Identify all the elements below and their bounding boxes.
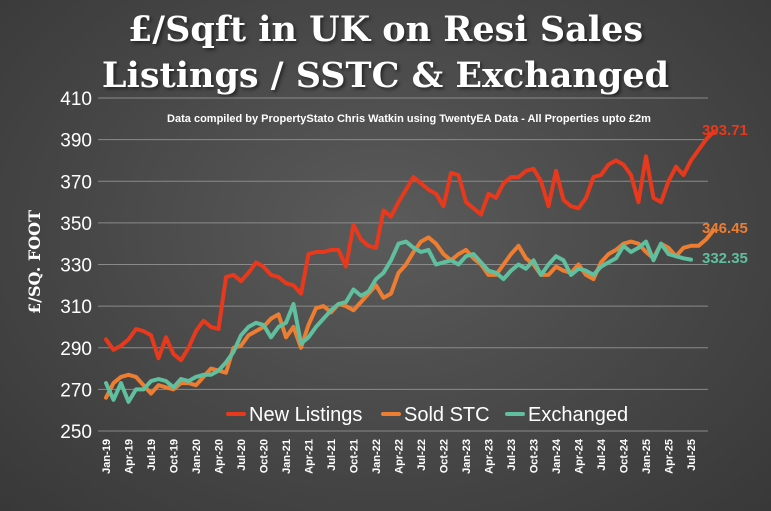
x-tick-label: Jul-19: [146, 439, 158, 471]
x-tick-label: Apr-19: [124, 439, 136, 474]
chart-title-line-1: £/Sqft in UK on Resi Sales: [127, 9, 644, 50]
legend-label: Exchanged: [528, 404, 628, 426]
y-tick-label: 330: [60, 256, 92, 277]
series-line-sold-stc: [104, 228, 716, 400]
y-tick-label: 370: [60, 172, 92, 193]
legend: New Listings Sold STC Exchanged: [226, 404, 628, 426]
x-tick-label: Jan-24: [551, 438, 563, 474]
x-tick-label: Oct-21: [349, 439, 361, 473]
x-tick-label: Oct-19: [169, 439, 181, 473]
x-tick-label: Jan-19: [101, 439, 113, 474]
x-tick-label: Apr-25: [664, 439, 676, 474]
x-tick-label: Oct-22: [439, 439, 451, 473]
x-tick-label: Jul-20: [236, 439, 248, 471]
x-tick-label: Jul-22: [416, 439, 428, 471]
legend-label: New Listings: [249, 404, 362, 426]
y-axis-label: £/SQ. FOOT: [25, 210, 44, 314]
x-tick-label: Jan-22: [371, 439, 383, 474]
series-line-exchanged: [104, 239, 693, 404]
x-tick-label: Apr-23: [484, 439, 496, 474]
series-end-label: 393.71: [702, 122, 748, 139]
legend-label: Sold STC: [404, 404, 490, 426]
y-tick-label: 290: [60, 339, 92, 360]
x-tick-label: Jul-23: [506, 439, 518, 471]
x-tick-label: Oct-20: [259, 439, 271, 473]
x-tick-label: Apr-24: [574, 438, 586, 474]
chart-subtitle: Data compiled by PropertyStato Chris Wat…: [167, 113, 651, 125]
y-tick-label: 390: [60, 131, 92, 152]
x-tick-label: Apr-22: [394, 439, 406, 474]
y-axis-ticks: 250 270 290 310 330 350 370 390 410: [60, 89, 92, 443]
x-tick-label: Apr-20: [214, 439, 226, 474]
y-tick-label: 310: [60, 297, 92, 318]
series-end-labels: 393.71 346.45 332.35: [702, 122, 748, 267]
x-tick-label: Oct-24: [619, 438, 631, 473]
series-line-new-listings: [104, 129, 716, 363]
series-end-label: 332.35: [702, 250, 748, 267]
x-tick-label: Jan-25: [641, 439, 653, 474]
x-tick-label: Jul-25: [686, 439, 698, 471]
series-end-label: 346.45: [702, 220, 748, 237]
y-tick-label: 250: [60, 422, 92, 443]
y-tick-label: 270: [60, 380, 92, 401]
x-axis-ticks: Jan-19 Apr-19 Jul-19 Oct-19 Jan-20 Apr-20 Jul-…: [101, 438, 698, 474]
y-tick-label: 350: [60, 214, 92, 235]
x-tick-label: Jul-24: [596, 438, 608, 471]
x-tick-label: Jan-21: [281, 439, 293, 474]
series-lines: [104, 129, 716, 404]
x-tick-label: Apr-21: [304, 439, 316, 474]
x-tick-label: Jan-23: [461, 439, 473, 474]
chart-title-line-2: Listings / SSTC & Exchanged: [101, 55, 670, 96]
x-tick-label: Jul-21: [326, 439, 338, 471]
x-tick-label: Jan-20: [191, 439, 203, 474]
y-tick-label: 410: [60, 89, 92, 110]
x-tick-label: Oct-23: [529, 439, 541, 473]
gridlines: [98, 97, 708, 432]
